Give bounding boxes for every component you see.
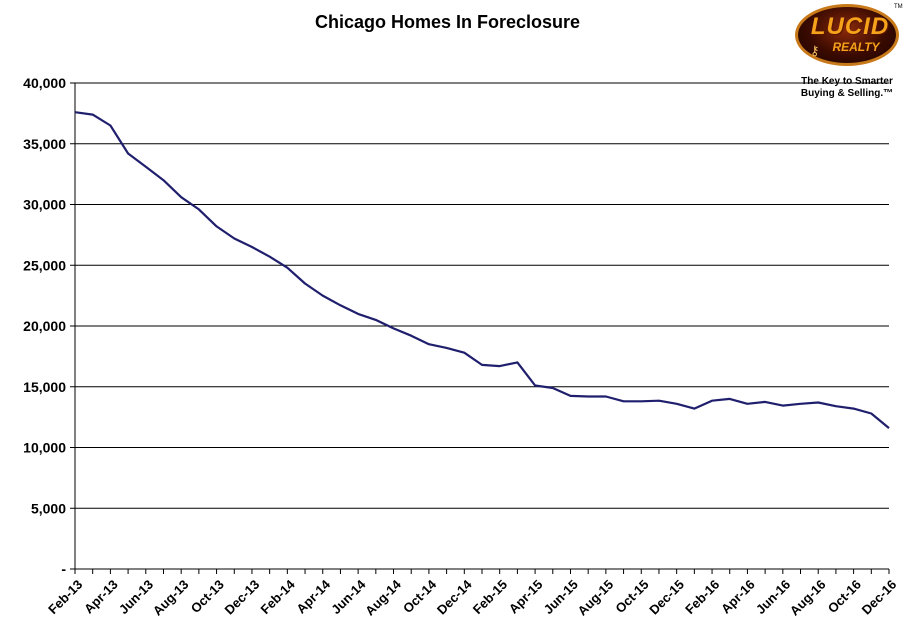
chart-title: Chicago Homes In Foreclosure — [314, 12, 581, 32]
tagline-line-2: Buying & Selling.™ — [800, 88, 894, 99]
x-tick-label: Aug-16 — [787, 577, 829, 619]
y-tick-label: 30,000 — [23, 197, 66, 213]
x-tick-label: Apr-16 — [718, 577, 758, 617]
y-tick-label: 10,000 — [23, 440, 66, 456]
x-tick-label: Feb-16 — [682, 577, 722, 617]
logo-tagline: The Key to Smarter Buying & Selling.™ — [793, 76, 901, 100]
y-tick-label: 5,000 — [31, 500, 66, 516]
logo-trademark: TM — [894, 4, 903, 10]
series-line — [74, 111, 890, 429]
y-tick-label: 40,000 — [23, 75, 66, 91]
x-tick-label: Dec-15 — [646, 577, 687, 618]
x-tick-label: Apr-13 — [81, 577, 121, 617]
x-tick-label: Oct-15 — [612, 577, 651, 616]
x-tick-label: Aug-15 — [574, 577, 616, 619]
y-tick-label: - — [61, 561, 66, 577]
x-tick-label: Dec-13 — [222, 577, 263, 618]
x-tick-label: Jun-16 — [753, 577, 793, 617]
x-tick-label: Dec-14 — [434, 576, 475, 617]
x-tick-label: Apr-14 — [293, 576, 333, 616]
x-tick-label: Feb-13 — [45, 577, 85, 617]
key-icon: ⚷ — [810, 43, 820, 58]
x-tick-label: Jun-14 — [328, 576, 369, 617]
x-tick-label: Oct-14 — [400, 576, 440, 616]
lucid-realty-logo: LUCID ⚷ REALTY TM The Key to Smarter Buy… — [793, 4, 903, 99]
series-layer — [74, 111, 890, 429]
x-tick-label: Jun-13 — [116, 577, 156, 617]
x-tick-label: Aug-13 — [150, 577, 192, 619]
logo-word-realty: REALTY — [832, 40, 880, 54]
logo-word-lucid: LUCID — [810, 13, 890, 40]
tagline-line-1: The Key to Smarter — [801, 76, 893, 87]
logo-badge: LUCID ⚷ REALTY — [795, 4, 899, 66]
x-tick-label: Oct-16 — [825, 577, 864, 616]
x-tick-label: Dec-16 — [859, 577, 900, 618]
y-axis: - 5,000 10,000 15,000 20,000 25,000 30,000 35,0… — [23, 75, 76, 577]
y-tick-label: 35,000 — [23, 136, 66, 152]
x-tick-label: Apr-15 — [506, 577, 546, 617]
y-tick-label: 20,000 — [23, 318, 66, 334]
x-axis: Feb-13Apr-13Jun-13Aug-13Oct-13Dec-13Feb-… — [45, 568, 900, 619]
y-tick-label: 25,000 — [23, 257, 66, 273]
x-tick-label: Oct-13 — [188, 577, 227, 616]
x-tick-label: Jun-15 — [541, 577, 581, 617]
x-tick-label: Feb-15 — [470, 577, 510, 617]
x-tick-label: Aug-14 — [362, 576, 404, 618]
y-tick-label: 15,000 — [23, 379, 66, 395]
x-tick-label: Feb-14 — [257, 576, 298, 617]
gridlines — [75, 82, 889, 509]
